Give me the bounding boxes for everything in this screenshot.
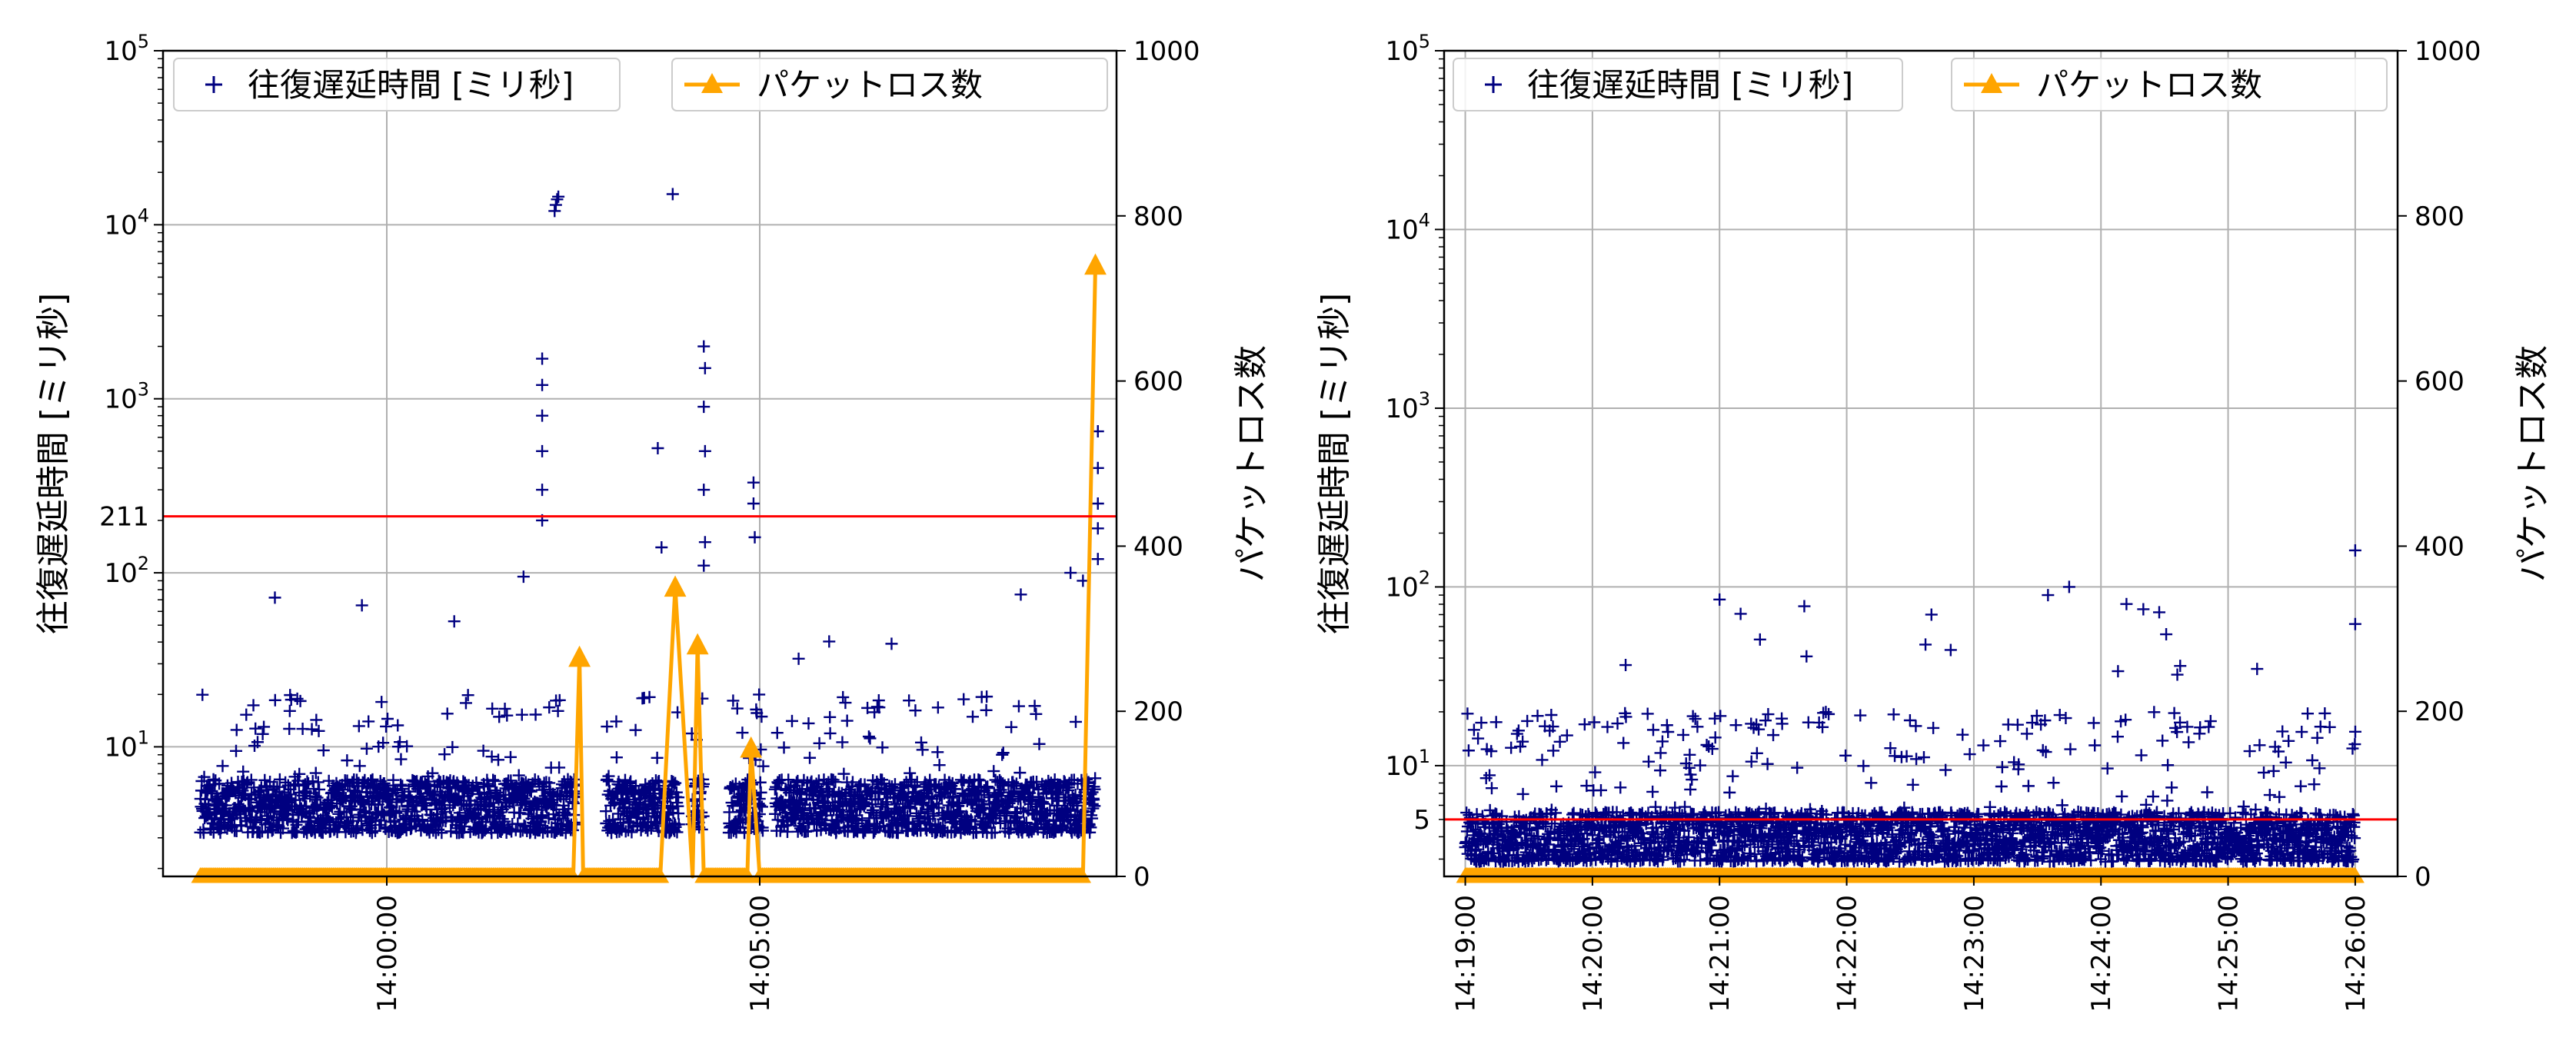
y-tick-exponent: 2	[138, 553, 149, 574]
legend-label-rtt: 往復遅延時間 [ミリ秒]	[1527, 66, 1853, 104]
y-tick-exponent: 5	[138, 31, 149, 52]
legend-box-loss	[1951, 58, 2388, 111]
loss-marker	[737, 867, 757, 883]
y-tick-label-left: 103	[104, 379, 149, 415]
loss-marker	[686, 633, 709, 655]
legend-plus-marker	[1485, 76, 1502, 93]
legend-box-rtt	[1453, 58, 1903, 111]
legend-triangle	[701, 73, 723, 93]
y-tick-label-left: 105	[1385, 31, 1430, 67]
loss-marker	[651, 867, 670, 883]
rtt-scatter	[194, 188, 1104, 840]
grid	[1444, 50, 2398, 876]
loss-line	[200, 265, 1098, 879]
y-tick-base: 10	[1385, 36, 1418, 67]
x-tick-label: 14:22:00	[1832, 895, 1863, 1012]
y-tick-label-right: 200	[2415, 697, 2465, 727]
x-tick-label: 14:19:00	[1451, 895, 1482, 1012]
y-tick-base: 10	[1385, 214, 1418, 245]
y-tick-label-right: 0	[2415, 862, 2431, 893]
y-tick-label-right: 0	[1133, 862, 1150, 893]
y-tick-label-left: 101	[104, 727, 149, 763]
packet-loss-line	[191, 253, 1107, 883]
y-tick-base: 10	[104, 36, 137, 67]
legend-triangle-marker	[684, 73, 740, 93]
y-tick-exponent: 2	[1419, 567, 1430, 588]
y-tick-label-right: 800	[2415, 201, 2465, 232]
legend-label-rtt: 往復遅延時間 [ミリ秒]	[248, 66, 574, 104]
plot-frame	[1443, 49, 2399, 878]
y-tick-label-right: 800	[1133, 201, 1183, 232]
legend-box-loss	[671, 58, 1108, 111]
y-tick-label-left: 101	[1385, 746, 1430, 782]
threshold-label: 5	[1413, 805, 1430, 836]
loss-marker	[1073, 867, 1092, 883]
y-tick-base: 10	[104, 210, 137, 241]
plot-frame	[161, 49, 1118, 878]
y-tick-label-right: 400	[1133, 531, 1183, 562]
legend-label-loss: パケットロス数	[757, 66, 983, 104]
legend-box-rtt	[173, 58, 621, 111]
y-tick-label-left: 103	[1385, 388, 1430, 424]
axis-ticks: 14:00:00 14:05:00101102103104105020040060…	[104, 31, 1200, 1012]
loss-marker	[664, 575, 687, 597]
chart-panel-left: 211 14:00:00 14:05:0010110210310410502004…	[34, 31, 1271, 1012]
y-tick-base: 10	[1385, 751, 1418, 782]
y-tick-label-left: 105	[104, 31, 149, 67]
y-tick-label-right: 600	[2415, 367, 2465, 397]
x-tick-label: 14:26:00	[2341, 895, 2371, 1012]
legend-triangle-marker	[1964, 73, 2019, 93]
y-tick-base: 10	[104, 558, 137, 589]
y-tick-label-right: 200	[1133, 697, 1183, 727]
legend-plus	[1485, 76, 1502, 93]
y-axis-label-left: 往復遅延時間 [ミリ秒]	[34, 293, 73, 634]
loss-marker	[740, 736, 763, 758]
y-tick-label-left: 104	[1385, 209, 1430, 245]
x-tick-label: 14:23:00	[1959, 895, 1990, 1012]
x-tick-label: 14:00:00	[372, 895, 403, 1012]
y-tick-exponent: 5	[1419, 31, 1430, 52]
y-tick-exponent: 3	[138, 379, 149, 401]
axis-ticks: 14:19:00 14:20:00 14:21:00 14:22:00 14:23:00…	[1385, 31, 2481, 1012]
y-tick-exponent: 3	[1419, 388, 1430, 410]
y-tick-label-right: 1000	[1133, 36, 1200, 67]
legend-plus	[205, 76, 222, 93]
y-tick-label-right: 600	[1133, 367, 1183, 397]
y-tick-label-left: 102	[1385, 567, 1430, 603]
legend: 往復遅延時間 [ミリ秒] パケットロス数	[173, 58, 1108, 111]
y-axis-label-right: パケットロス数	[1232, 345, 1271, 582]
y-tick-base: 10	[1385, 572, 1418, 603]
legend: 往復遅延時間 [ミリ秒] パケットロス数	[1453, 58, 2388, 111]
x-tick-label: 14:24:00	[2086, 895, 2117, 1012]
y-tick-label-right: 1000	[2415, 36, 2481, 67]
y-tick-base: 10	[104, 384, 137, 415]
y-tick-label-left: 102	[104, 553, 149, 589]
y-tick-label-right: 400	[2415, 531, 2465, 562]
y-axis-label-left: 往復遅延時間 [ミリ秒]	[1315, 293, 1354, 634]
grid	[163, 50, 1117, 876]
x-tick-label: 14:05:00	[745, 895, 776, 1012]
legend-label-loss: パケットロス数	[2036, 66, 2262, 104]
y-tick-exponent: 4	[138, 204, 149, 226]
loss-marker	[1084, 253, 1107, 275]
loss-marker	[2345, 867, 2365, 883]
y-axis-label-right: パケットロス数	[2513, 345, 2552, 582]
x-tick-label: 14:25:00	[2214, 895, 2245, 1012]
x-tick-label: 14:20:00	[1578, 895, 1609, 1012]
legend-triangle	[1981, 73, 2002, 93]
chart-panel-right: 5 14:19:00 14:20:00 14:21:00 14:22:00 14:23:…	[1315, 31, 2552, 1012]
rtt-points	[194, 188, 1104, 840]
y-tick-label-left: 104	[104, 204, 149, 241]
y-tick-exponent: 1	[138, 727, 149, 748]
threshold-label: 211	[99, 502, 149, 533]
y-tick-base: 10	[1385, 394, 1418, 424]
y-tick-exponent: 4	[1419, 209, 1430, 231]
legend-plus-marker	[205, 76, 222, 93]
x-tick-label: 14:21:00	[1705, 895, 1736, 1012]
y-tick-base: 10	[104, 732, 137, 763]
y-tick-exponent: 1	[1419, 746, 1430, 767]
loss-marker	[568, 645, 591, 667]
